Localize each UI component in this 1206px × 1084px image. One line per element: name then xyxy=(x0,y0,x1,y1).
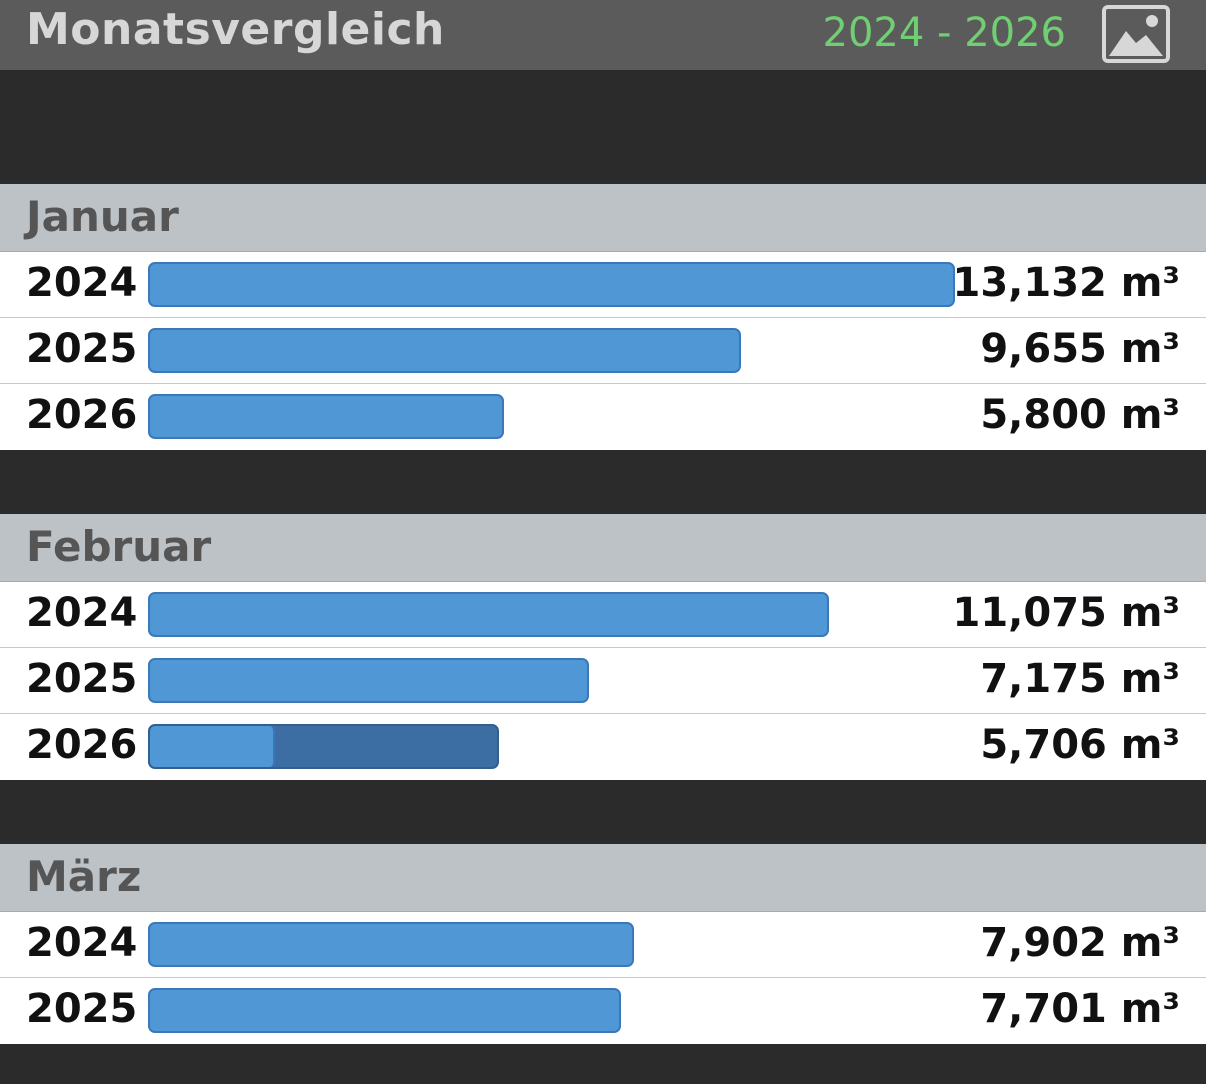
month-header: März xyxy=(0,844,1206,912)
bar-row[interactable]: 2024 7,902 m³ xyxy=(0,912,1206,978)
bar-row[interactable]: 2024 13,132 m³ xyxy=(0,252,1206,318)
bar-row[interactable]: 2024 11,075 m³ xyxy=(0,582,1206,648)
month-title: März xyxy=(26,852,142,901)
value-label: 13,132 m³ xyxy=(952,260,1180,306)
bar-row[interactable]: 2026 5,800 m³ xyxy=(0,384,1206,450)
month-section: März 2024 7,902 m³ 2025 7,701 m³ xyxy=(0,844,1206,1044)
bar-row[interactable]: 2025 7,175 m³ xyxy=(0,648,1206,714)
page-title: Monatsvergleich xyxy=(26,4,445,55)
title-bar: Monatsvergleich 2024 - 2026 xyxy=(0,0,1206,70)
year-label: 2025 xyxy=(26,326,138,372)
month-header: Februar xyxy=(0,514,1206,582)
bar-row[interactable]: 2026 5,706 m³ xyxy=(0,714,1206,780)
month-title: Januar xyxy=(26,192,179,241)
value-label: 5,706 m³ xyxy=(980,722,1180,768)
year-label: 2024 xyxy=(26,590,138,636)
bar xyxy=(148,328,741,373)
year-label: 2024 xyxy=(26,920,138,966)
value-label: 7,701 m³ xyxy=(980,986,1180,1032)
bar xyxy=(148,394,504,439)
bar xyxy=(148,592,829,637)
bar xyxy=(148,262,955,307)
bar-row[interactable]: 2025 9,655 m³ xyxy=(0,318,1206,384)
value-label: 11,075 m³ xyxy=(952,590,1180,636)
month-header: Januar xyxy=(0,184,1206,252)
year-label: 2026 xyxy=(26,722,138,768)
bar xyxy=(148,922,634,967)
year-label: 2024 xyxy=(26,260,138,306)
month-section: Januar 2024 13,132 m³ 2025 9,655 m³ 2026 5,800… xyxy=(0,184,1206,450)
image-icon[interactable] xyxy=(1102,5,1170,63)
bar xyxy=(148,988,621,1033)
month-title: Februar xyxy=(26,522,212,571)
bar xyxy=(148,658,589,703)
value-label: 7,902 m³ xyxy=(980,920,1180,966)
year-label: 2025 xyxy=(26,656,138,702)
year-range-selector[interactable]: 2024 - 2026 xyxy=(822,10,1066,56)
year-label: 2026 xyxy=(26,392,138,438)
bar xyxy=(148,724,499,769)
year-label: 2025 xyxy=(26,986,138,1032)
value-label: 7,175 m³ xyxy=(980,656,1180,702)
month-section: Februar 2024 11,075 m³ 2025 7,175 m³ 2026 5,70… xyxy=(0,514,1206,780)
value-label: 9,655 m³ xyxy=(980,326,1180,372)
value-label: 5,800 m³ xyxy=(980,392,1180,438)
bar-row[interactable]: 2025 7,701 m³ xyxy=(0,978,1206,1044)
bar-current-fill xyxy=(150,726,275,767)
